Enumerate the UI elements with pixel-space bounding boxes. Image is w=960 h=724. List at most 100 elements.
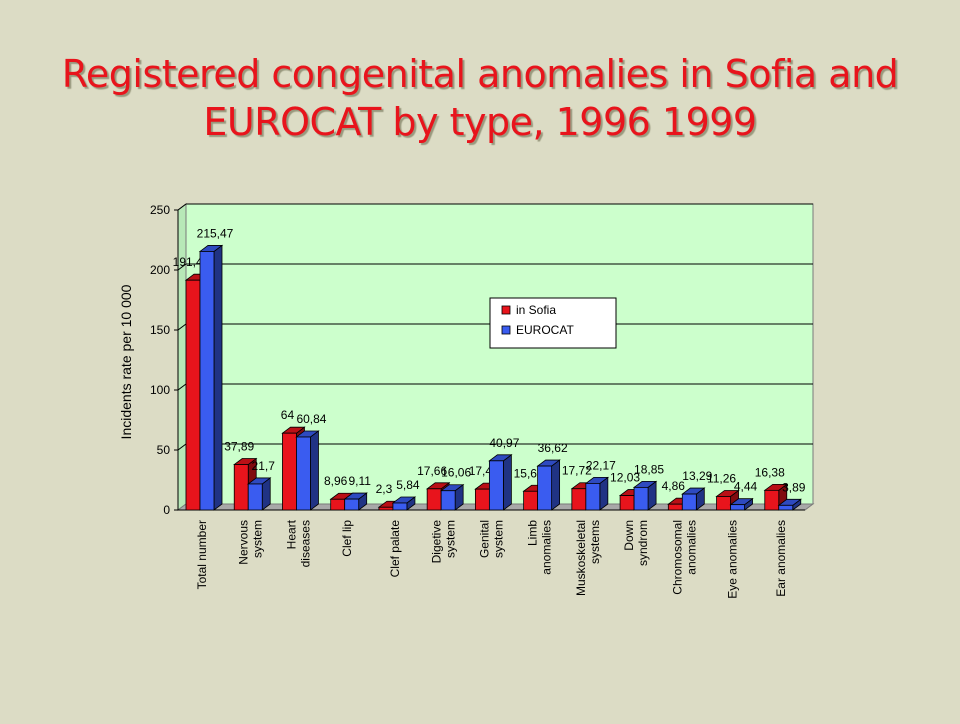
x-category-label: Heart diseases xyxy=(285,519,313,567)
x-category-label: Total number xyxy=(195,520,209,589)
x-tick-label: systems xyxy=(588,520,602,564)
x-tick-label: Chromosomal xyxy=(670,520,684,595)
data-label: 2,3 xyxy=(376,482,393,496)
x-category-label: Down syndrom xyxy=(622,520,650,566)
data-label: 60,84 xyxy=(296,412,326,426)
bar-side xyxy=(502,454,512,511)
bar xyxy=(778,504,794,511)
y-tick-label: 200 xyxy=(150,263,170,277)
bar xyxy=(378,506,394,511)
x-tick-label: Limb xyxy=(526,520,540,546)
bar-side xyxy=(213,244,223,511)
bar xyxy=(296,436,311,511)
x-tick-label: Clef palate xyxy=(388,520,402,578)
bar xyxy=(730,504,745,511)
x-category-label: Muskoskeletal systems xyxy=(574,520,602,596)
data-label: 4,86 xyxy=(662,479,686,493)
y-tick-label: 50 xyxy=(157,443,171,457)
bar xyxy=(523,490,539,511)
x-tick-label: Clef lip xyxy=(340,520,354,557)
bar xyxy=(247,483,263,511)
data-label: 21,7 xyxy=(252,459,276,473)
x-tick-label: anomalies xyxy=(540,520,554,575)
bar-side xyxy=(310,430,319,511)
x-tick-label: system xyxy=(443,520,457,558)
gridline-side xyxy=(177,383,187,391)
data-label: 3,89 xyxy=(782,480,806,494)
data-label: 9,11 xyxy=(348,474,371,488)
legend-swatch xyxy=(501,305,511,315)
x-tick-label: Muskoskeletal xyxy=(574,520,588,596)
x-tick-label: Nervous xyxy=(236,520,250,565)
x-category-label: Digetive system xyxy=(429,520,457,564)
data-label: 36,62 xyxy=(538,441,568,455)
bar xyxy=(392,502,408,511)
y-tick-label: 0 xyxy=(163,503,170,517)
x-tick-label: system xyxy=(250,520,264,558)
x-tick-label: Genital xyxy=(478,520,492,558)
data-label: 17,72 xyxy=(562,464,592,478)
data-label: 15,62 xyxy=(514,466,544,480)
legend-swatch xyxy=(501,325,511,335)
bar xyxy=(619,495,635,511)
x-tick-label: syndrom xyxy=(636,520,650,566)
data-label: 17,66 xyxy=(417,464,447,478)
bar xyxy=(185,279,201,511)
gridline-side xyxy=(177,263,187,271)
bar xyxy=(716,496,731,511)
y-tick-label: 150 xyxy=(150,323,170,337)
x-category-label: Limb anomalies xyxy=(526,520,554,575)
data-label: 4,44 xyxy=(734,480,758,494)
x-category-label: Chromosomal anomalies xyxy=(670,520,698,595)
data-label: 37,89 xyxy=(224,440,254,454)
x-tick-label: Total number xyxy=(195,520,209,589)
data-label: 13,29 xyxy=(682,469,712,483)
bar xyxy=(474,488,490,511)
legend-label: EUROCAT xyxy=(516,323,574,337)
bar xyxy=(488,460,504,511)
y-axis-label: Incidents rate per 10 000 xyxy=(118,284,134,439)
slide-title: Registered congenital anomalies in Sofia… xyxy=(40,50,920,146)
title-line-1: Registered congenital anomalies in Sofia… xyxy=(61,52,899,96)
data-label: 64 xyxy=(281,408,295,422)
data-label: 22,17 xyxy=(586,458,616,472)
data-label: 12,03 xyxy=(610,471,640,485)
title-line-2: EUROCAT by type, 1996 1999 xyxy=(203,100,757,144)
x-category-label: Clef lip xyxy=(340,520,354,557)
legend-label: in Sofia xyxy=(516,303,556,317)
bar xyxy=(537,465,553,511)
x-tick-label: Heart xyxy=(285,519,299,549)
bar xyxy=(681,493,697,511)
gridline-side xyxy=(177,443,187,451)
data-label: 5,84 xyxy=(396,478,420,492)
data-label: 16,06 xyxy=(441,466,471,480)
bar-side xyxy=(551,459,561,511)
x-category-label: Genital system xyxy=(478,520,506,558)
x-category-label: Eye anomalies xyxy=(726,520,740,599)
plot-side-wall xyxy=(177,203,187,511)
bar xyxy=(440,490,456,511)
x-tick-label: Digetive xyxy=(429,520,443,564)
bar xyxy=(233,464,249,511)
legend-box xyxy=(489,297,617,349)
x-tick-label: Ear anomalies xyxy=(774,520,788,597)
y-tick-label: 250 xyxy=(150,203,170,217)
data-label: 11,26 xyxy=(707,471,736,485)
bar xyxy=(571,488,587,511)
x-tick-label: Down xyxy=(622,520,636,551)
bar xyxy=(426,488,442,511)
data-label: 17,4 xyxy=(469,464,493,478)
x-tick-label: anomalies xyxy=(684,520,698,575)
bar xyxy=(667,503,683,511)
bar xyxy=(330,498,346,511)
data-label: 215,47 xyxy=(197,226,234,240)
x-tick-label: system xyxy=(492,520,506,558)
data-label: 8,96 xyxy=(324,474,348,488)
bar xyxy=(344,498,360,511)
bar xyxy=(585,482,601,511)
bar xyxy=(282,432,297,511)
y-tick-label: 100 xyxy=(150,383,170,397)
data-label: 16,38 xyxy=(755,465,785,479)
